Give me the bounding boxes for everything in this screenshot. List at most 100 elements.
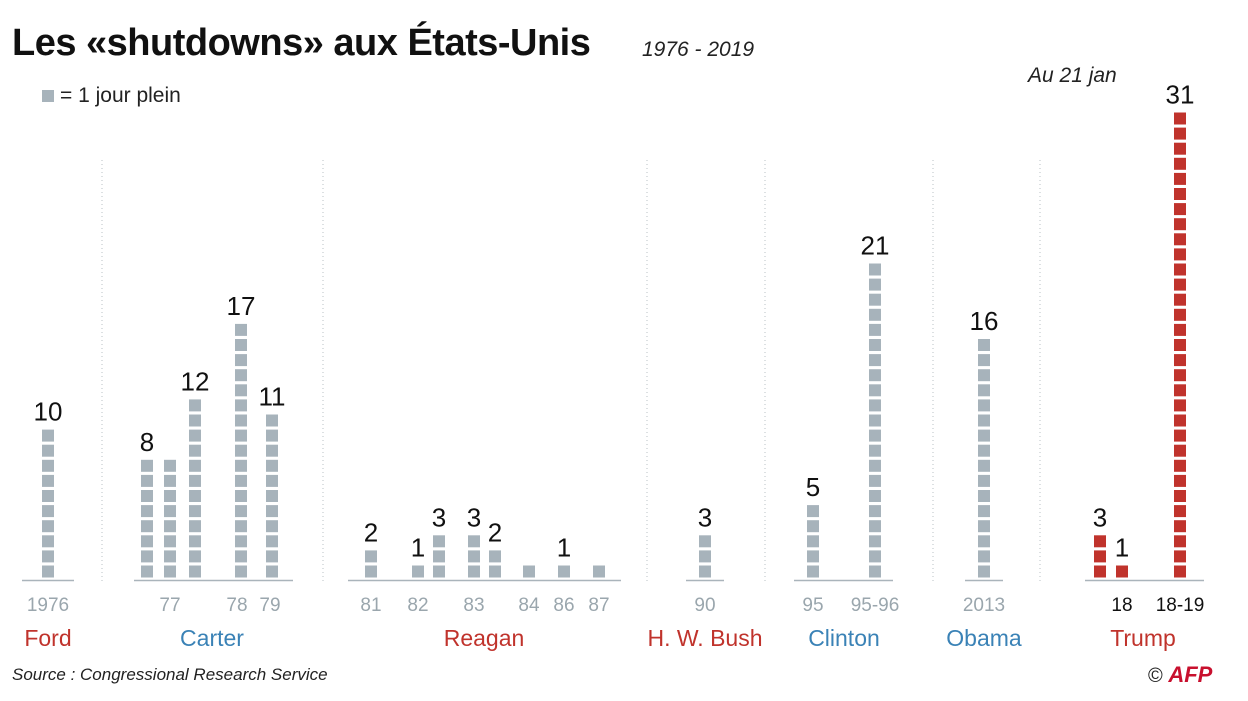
day-square: [164, 520, 176, 533]
day-square: [978, 369, 990, 382]
day-square: [869, 263, 881, 276]
value-label: 3: [698, 502, 712, 532]
day-square: [141, 490, 153, 502]
day-square: [869, 550, 881, 563]
day-square: [489, 565, 501, 578]
day-square: [978, 459, 990, 472]
day-square: [42, 444, 54, 457]
day-square: [266, 474, 278, 487]
day-square: [42, 459, 54, 472]
day-square: [468, 550, 480, 563]
day-square: [1174, 339, 1186, 351]
day-square: [468, 535, 480, 548]
value-label: 21: [861, 231, 890, 261]
day-square: [468, 565, 480, 578]
day-square: [235, 384, 247, 397]
day-square: [978, 354, 990, 367]
day-square: [1174, 444, 1186, 457]
day-square: [978, 399, 990, 412]
day-square: [266, 535, 278, 548]
president-label: Reagan: [444, 625, 525, 651]
day-square: [807, 565, 819, 578]
day-square: [189, 505, 201, 518]
day-square: [1174, 369, 1186, 382]
president-label: H. W. Bush: [647, 625, 762, 651]
day-square: [189, 474, 201, 487]
day-square: [412, 565, 424, 578]
president-label: Carter: [180, 625, 244, 651]
year-tick-label: 87: [588, 595, 609, 616]
day-square: [699, 535, 711, 548]
day-square: [1174, 505, 1186, 518]
year-tick-label: 84: [518, 595, 540, 616]
day-square: [42, 490, 54, 502]
value-label: 12: [181, 366, 210, 396]
day-square: [1174, 203, 1186, 216]
day-square: [869, 505, 881, 518]
day-square: [266, 414, 278, 427]
value-label: 31: [1166, 80, 1195, 110]
year-tick-label: 18: [1111, 595, 1132, 616]
day-square: [266, 490, 278, 502]
day-square: [869, 414, 881, 427]
day-square: [42, 520, 54, 533]
year-tick-label: 18-19: [1156, 595, 1205, 616]
day-square: [1174, 399, 1186, 412]
value-label: 8: [140, 427, 154, 457]
day-square: [978, 535, 990, 548]
day-square: [1174, 112, 1186, 125]
day-square: [1174, 248, 1186, 261]
day-square: [164, 565, 176, 578]
year-tick-label: 95-96: [851, 595, 900, 616]
day-square: [235, 474, 247, 487]
day-square: [978, 565, 990, 578]
value-label: 5: [806, 472, 820, 502]
value-label: 1: [557, 533, 571, 563]
day-square: [978, 339, 990, 351]
day-square: [42, 429, 54, 442]
day-square: [869, 369, 881, 382]
year-tick-label: 79: [259, 595, 280, 616]
day-square: [1174, 233, 1186, 246]
day-square: [978, 384, 990, 397]
day-square: [164, 550, 176, 563]
day-square: [1174, 520, 1186, 533]
day-square: [235, 323, 247, 336]
day-square: [189, 535, 201, 548]
value-label: 16: [970, 306, 999, 336]
day-square: [807, 550, 819, 563]
day-square: [164, 459, 176, 472]
day-square: [141, 535, 153, 548]
day-square: [869, 339, 881, 351]
day-square: [1174, 490, 1186, 502]
day-square: [42, 550, 54, 563]
day-square: [42, 474, 54, 487]
year-tick-label: 95: [802, 595, 823, 616]
day-square: [42, 535, 54, 548]
day-square: [189, 414, 201, 427]
day-square: [869, 459, 881, 472]
value-label: 3: [467, 502, 481, 532]
day-square: [978, 444, 990, 457]
day-square: [266, 429, 278, 442]
chart-period: 1976 - 2019: [642, 38, 755, 61]
day-square: [189, 429, 201, 442]
day-square: [869, 354, 881, 367]
day-square: [189, 444, 201, 457]
day-square: [1174, 188, 1186, 200]
day-square: [593, 565, 605, 578]
day-square: [1174, 459, 1186, 472]
day-square: [141, 550, 153, 563]
value-label: 2: [364, 517, 378, 547]
day-square: [978, 520, 990, 533]
year-tick-label: 2013: [963, 595, 1005, 616]
day-square: [1094, 565, 1106, 578]
day-square: [1116, 565, 1128, 578]
legend-square-icon: [42, 90, 54, 103]
day-square: [869, 565, 881, 578]
day-square: [164, 474, 176, 487]
value-label: 2: [488, 517, 502, 547]
day-square: [141, 505, 153, 518]
day-square: [1174, 550, 1186, 563]
value-label: 3: [1093, 502, 1107, 532]
